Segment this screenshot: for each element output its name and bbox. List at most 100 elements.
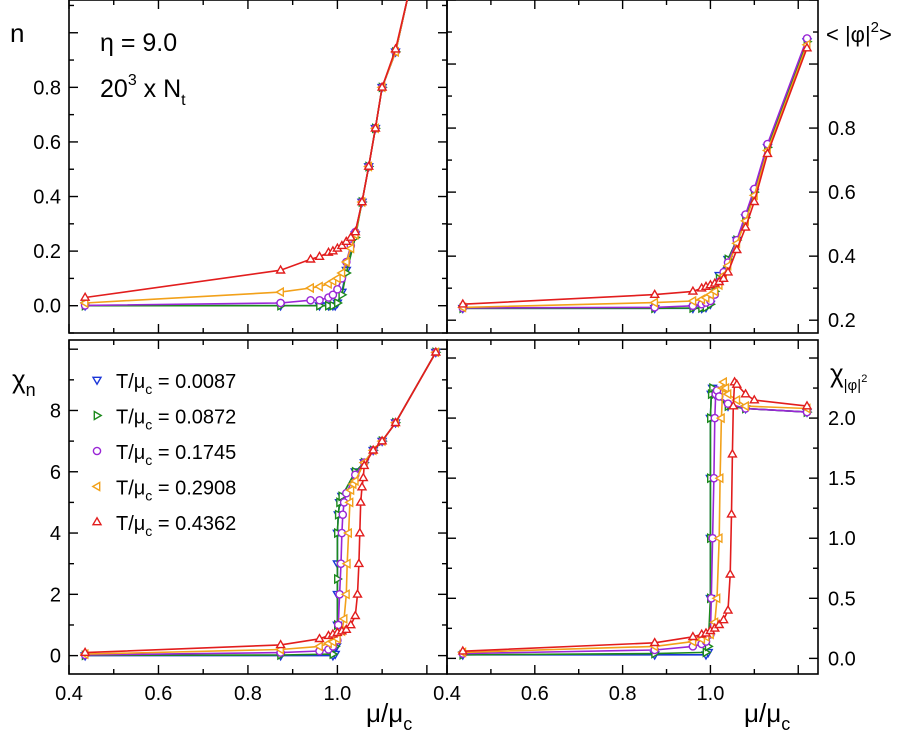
data-point: [390, 417, 401, 427]
data-point: [353, 558, 365, 568]
legend-label-sub: c: [145, 452, 152, 468]
data-point: [341, 623, 352, 633]
data-point: [338, 510, 348, 519]
data-point: [801, 42, 813, 52]
ylabel-chi-phi2-subexp: 2: [861, 373, 867, 385]
data-point: [306, 295, 315, 305]
legend-label-prefix: T/μ: [116, 513, 145, 535]
data-point: [305, 253, 316, 263]
data-point: [713, 619, 725, 629]
data-point: [341, 558, 351, 569]
x-tick-label: 1.0: [323, 683, 351, 705]
y-tick-label: 0.6: [828, 182, 856, 204]
y-tick-label: 0.2: [33, 241, 61, 263]
data-point: [359, 459, 370, 470]
data-point: [720, 382, 730, 394]
y-tick-label: 0.0: [33, 296, 61, 318]
legend-label: T/μc = 0.0872: [116, 407, 236, 433]
data-point: [722, 388, 732, 400]
lattice-sub: t: [181, 92, 186, 109]
data-point: [305, 282, 314, 294]
x-tick-label: 0.8: [609, 683, 637, 705]
legend-label: T/μc = 0.2908: [116, 478, 236, 504]
data-point: [325, 300, 335, 311]
data-point: [722, 604, 734, 614]
y-tick-label: 1.5: [828, 468, 856, 490]
data-point: [724, 568, 736, 578]
series-line: [462, 47, 808, 305]
y-tick-label: 0.2: [828, 310, 856, 332]
y-tick-label: 0.5: [828, 588, 856, 610]
panel-top-left: 0.0 0.2 0.4 0.6 0.8: [33, 0, 448, 334]
data-point: [367, 444, 379, 454]
series-line: [85, 351, 437, 657]
data-point: [334, 573, 343, 585]
series-line: [462, 44, 808, 309]
data-point: [731, 244, 743, 254]
data-point: [801, 400, 813, 410]
data-point: [687, 631, 699, 641]
data-point: [345, 485, 355, 496]
series-line: [462, 41, 808, 310]
ylabel-phi2-exp: 2: [871, 19, 879, 36]
data-point: [276, 298, 285, 308]
data-point: [649, 297, 659, 308]
data-point: [711, 593, 721, 604]
y-tick-label: 0.4: [33, 187, 61, 209]
data-point: [356, 196, 368, 206]
ylabel-chi-phi2: χ|φ|2: [830, 358, 867, 394]
y-tick-label: 4: [50, 523, 61, 545]
xlabel-left-main: μ/μ: [366, 698, 403, 728]
series-line: [462, 385, 808, 656]
data-point: [762, 148, 773, 158]
xlabel-left-sub: c: [403, 714, 412, 733]
legend-label-value: = 0.0087: [152, 371, 236, 393]
series-group: [79, 0, 408, 312]
data-point: [350, 226, 361, 236]
data-point: [731, 378, 743, 388]
x-tick-label: 0.6: [145, 683, 173, 705]
legend-marker: [91, 376, 103, 386]
legend-label-prefix: T/μ: [116, 442, 145, 464]
series-group: [79, 346, 442, 662]
data-point: [376, 81, 388, 91]
legend-label: T/μc = 0.1745: [116, 442, 236, 468]
x-tick-label: 1.0: [697, 683, 725, 705]
data-point: [79, 647, 91, 656]
data-point: [313, 641, 323, 652]
legend-label: T/μc = 0.4362: [116, 513, 236, 539]
data-point: [345, 243, 355, 254]
data-point: [345, 619, 357, 629]
data-point: [340, 589, 350, 600]
ylabel-chi-n: χn: [12, 364, 36, 400]
data-point: [376, 435, 388, 445]
legend-marker: [93, 410, 103, 421]
series-line: [85, 351, 437, 654]
panel-bottom-right: 0.0 0.5 1.0 1.5 2.0 0.4 0.6 0.8 1.0: [433, 339, 856, 705]
data-point: [331, 273, 341, 284]
y-tick-label: 0.6: [33, 132, 61, 154]
series-group: [457, 376, 813, 661]
y-tick-label: 1.0: [828, 528, 856, 550]
xlabel-right: μ/μc: [744, 698, 790, 733]
legend-marker: [91, 516, 103, 526]
data-point: [358, 472, 369, 482]
data-point: [709, 286, 719, 297]
y-tick-label: 2: [50, 584, 61, 606]
data-point: [722, 266, 734, 276]
legend-label-sub: c: [145, 381, 152, 397]
legend-label-prefix: T/μ: [116, 478, 145, 500]
legend-label-prefix: T/μ: [116, 407, 145, 429]
x-tick-label: 0.4: [433, 683, 461, 705]
legend-marker: [91, 481, 101, 492]
data-point: [731, 394, 741, 406]
data-point: [718, 614, 729, 624]
data-point: [314, 251, 325, 260]
data-point: [336, 267, 346, 279]
data-point: [333, 285, 342, 294]
data-point: [363, 160, 374, 170]
series-line: [462, 381, 808, 654]
y-tick-label: 8: [50, 400, 61, 422]
data-point: [334, 297, 343, 309]
